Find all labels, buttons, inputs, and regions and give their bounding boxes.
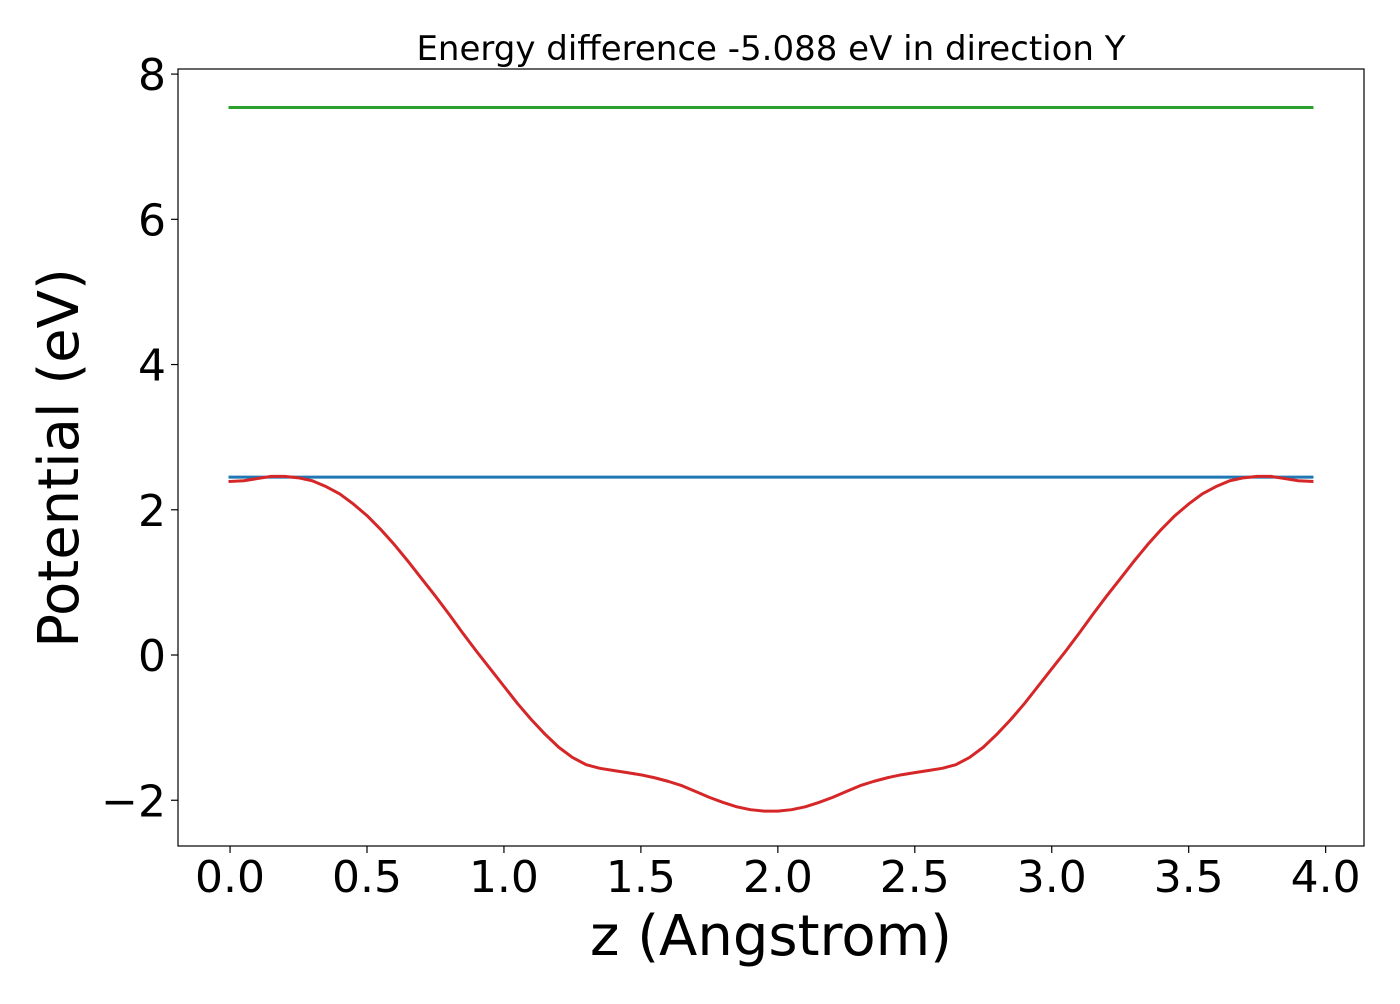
x-tick-label: 3.5 bbox=[1154, 852, 1224, 903]
x-tick-label: 1.0 bbox=[469, 852, 539, 903]
y-tick-label: 2 bbox=[138, 486, 166, 537]
x-axis-label: z (Angstrom) bbox=[590, 904, 952, 969]
y-tick-label: 8 bbox=[138, 50, 166, 101]
chart-title: Energy difference -5.088 eV in direction… bbox=[416, 29, 1125, 69]
x-tick-label: 2.0 bbox=[743, 852, 813, 903]
x-tick-label: 4.0 bbox=[1291, 852, 1361, 903]
x-tick-label: 2.5 bbox=[880, 852, 950, 903]
series-line-2 bbox=[228, 474, 1314, 813]
x-tick-label: 1.5 bbox=[606, 852, 676, 903]
y-tick-label: −2 bbox=[101, 776, 166, 827]
y-tick-label: 6 bbox=[138, 195, 166, 246]
x-tick-label: 0.0 bbox=[195, 852, 265, 903]
y-tick-label: 0 bbox=[138, 631, 166, 682]
plot-frame bbox=[177, 68, 1365, 847]
y-axis-label: Potential (eV) bbox=[27, 268, 92, 648]
plot-area: 0.0 0.5 1.0 1.5 2.0 2.5 3.0 3.5 4.0 −2 0 2 4 6 8 bbox=[101, 50, 1365, 903]
x-tick-label: 0.5 bbox=[332, 852, 402, 903]
x-tick-label: 3.0 bbox=[1017, 852, 1087, 903]
y-tick-label: 4 bbox=[138, 341, 166, 392]
